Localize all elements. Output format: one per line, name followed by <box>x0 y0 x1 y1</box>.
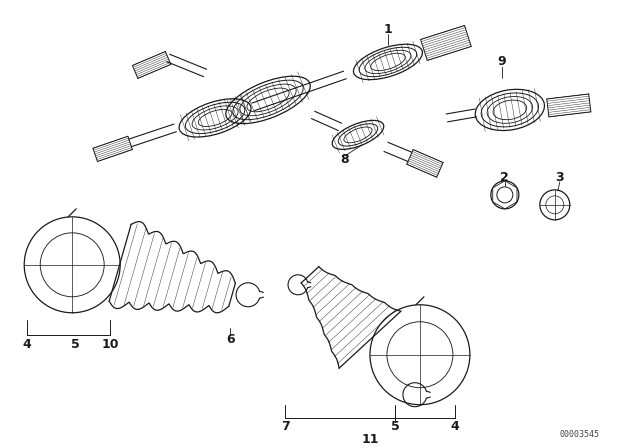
Text: 4: 4 <box>451 420 460 433</box>
Text: 2: 2 <box>500 172 509 185</box>
Text: 5: 5 <box>390 420 399 433</box>
Text: 00003545: 00003545 <box>560 430 600 439</box>
Text: 6: 6 <box>226 333 234 346</box>
Text: 3: 3 <box>556 172 564 185</box>
Text: 11: 11 <box>361 433 379 446</box>
Text: 7: 7 <box>281 420 289 433</box>
Text: 8: 8 <box>340 153 349 166</box>
Text: 10: 10 <box>101 338 119 351</box>
Text: 9: 9 <box>497 56 506 69</box>
Text: 5: 5 <box>71 338 79 351</box>
Text: 1: 1 <box>383 23 392 36</box>
Text: 4: 4 <box>23 338 31 351</box>
